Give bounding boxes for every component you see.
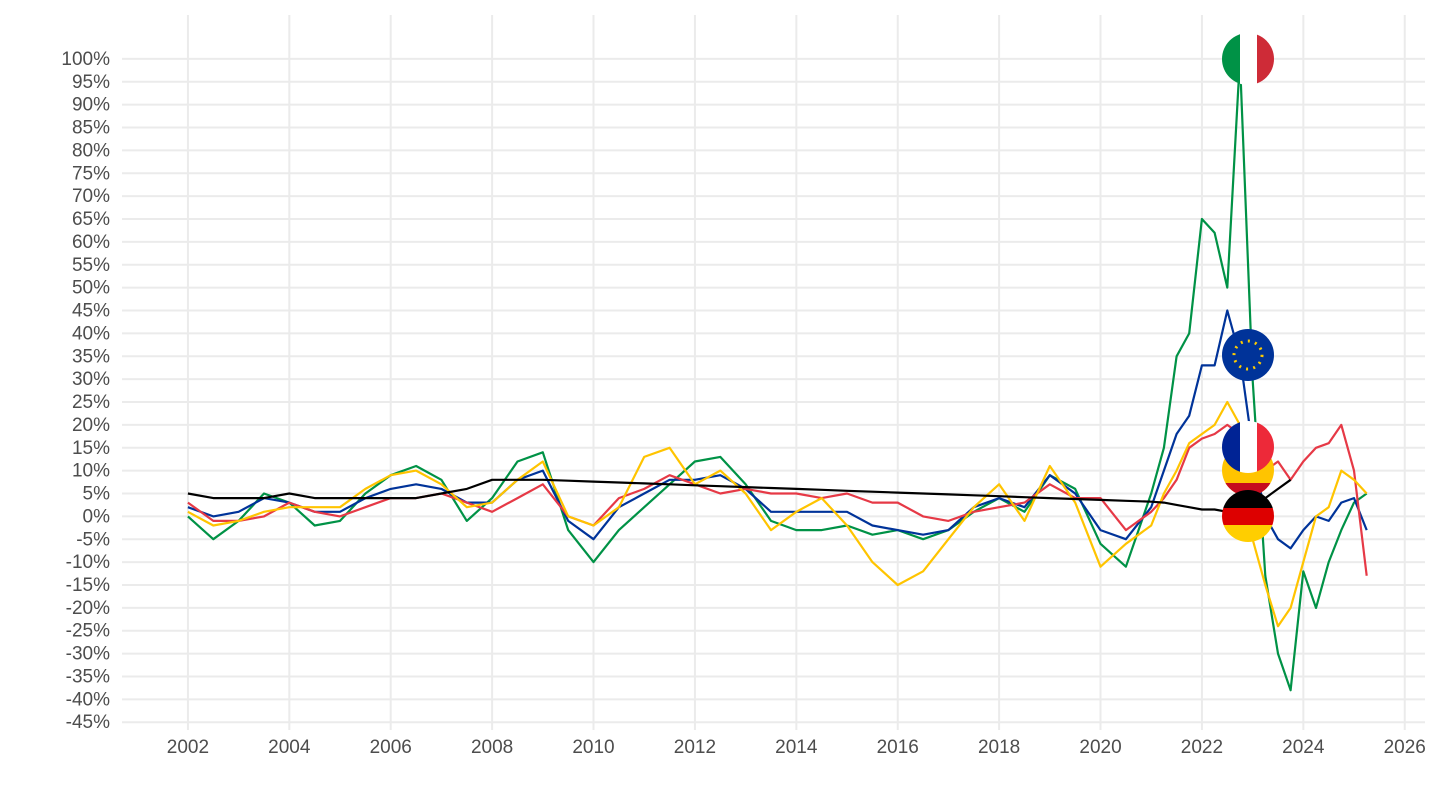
x-tick-label: 2008 <box>471 737 513 758</box>
series-line <box>187 309 1368 550</box>
y-tick-label: -30% <box>66 644 110 665</box>
y-tick-label: 5% <box>83 484 111 505</box>
y-tick-label: -40% <box>66 689 110 710</box>
y-tick-label: 45% <box>72 301 110 322</box>
y-tick-label: 70% <box>72 186 110 207</box>
x-tick-label: 2022 <box>1181 737 1223 758</box>
y-tick-label: 85% <box>72 118 110 139</box>
series-line <box>187 400 1368 628</box>
x-tick-label: 2002 <box>167 737 209 758</box>
y-tick-label: 100% <box>61 49 110 70</box>
y-tick-label: -5% <box>76 529 110 550</box>
series-line <box>187 478 1292 516</box>
x-tick-label: 2010 <box>572 737 614 758</box>
y-tick-label: 50% <box>72 278 110 299</box>
lines <box>187 57 1368 692</box>
y-tick-label: 30% <box>72 369 110 390</box>
x-tick-label: 2014 <box>775 737 818 758</box>
x-tick-label: 2026 <box>1384 737 1426 758</box>
y-tick-label: 60% <box>72 232 110 253</box>
flag-germany <box>1222 490 1274 542</box>
flag-eu <box>1222 329 1274 381</box>
x-tick-label: 2018 <box>978 737 1020 758</box>
y-tick-label: -25% <box>66 621 110 642</box>
y-tick-label: -20% <box>66 598 110 619</box>
x-tick-label: 2020 <box>1079 737 1121 758</box>
y-tick-label: 55% <box>72 255 110 276</box>
y-tick-label: 35% <box>72 346 110 367</box>
flags <box>1222 33 1274 542</box>
x-tick-label: 2006 <box>370 737 412 758</box>
y-tick-label: 65% <box>72 209 110 230</box>
y-tick-label: 95% <box>72 72 110 93</box>
y-tick-label: 75% <box>72 163 110 184</box>
y-tick-label: 40% <box>72 323 110 344</box>
grid <box>122 15 1425 730</box>
y-tick-label: 20% <box>72 415 110 436</box>
flag-france <box>1222 421 1274 473</box>
y-tick-label: 0% <box>83 506 111 527</box>
x-tick-label: 2016 <box>877 737 919 758</box>
y-tick-label: -45% <box>66 712 110 733</box>
y-tick-label: -10% <box>66 552 110 573</box>
y-tick-label: -35% <box>66 666 110 687</box>
series-line <box>187 57 1368 692</box>
y-tick-label: 90% <box>72 95 110 116</box>
y-tick-label: 80% <box>72 140 110 161</box>
x-tick-label: 2024 <box>1282 737 1325 758</box>
y-tick-label: 25% <box>72 392 110 413</box>
y-tick-label: 10% <box>72 461 110 482</box>
y-tick-label: 15% <box>72 438 110 459</box>
y-tick-label: -15% <box>66 575 110 596</box>
flag-italy <box>1222 33 1274 85</box>
x-tick-label: 2004 <box>268 737 311 758</box>
x-tick-label: 2012 <box>674 737 716 758</box>
